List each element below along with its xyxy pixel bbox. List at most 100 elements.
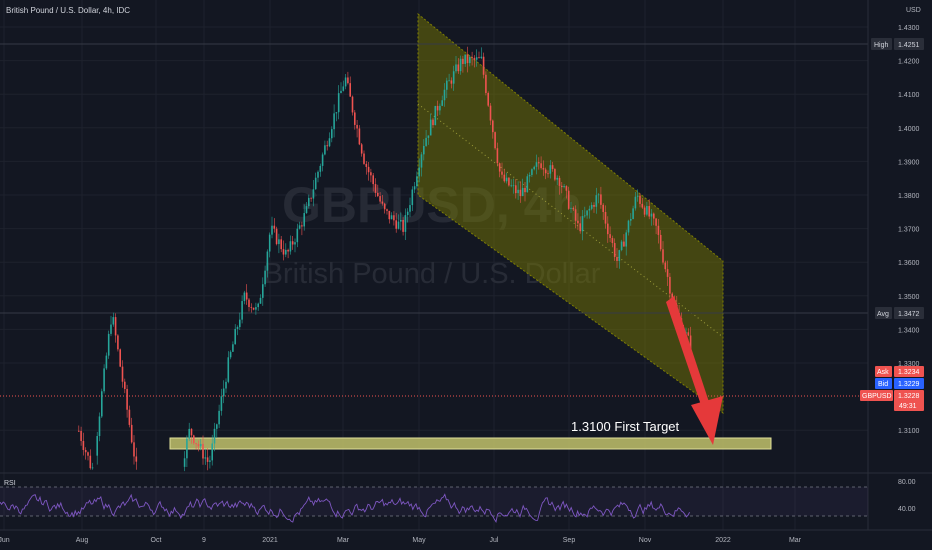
candle-217 xyxy=(577,213,579,230)
candle-239 xyxy=(627,219,630,236)
candle-224 xyxy=(593,202,595,213)
symbol-badge-label: GBPUSD xyxy=(862,393,892,400)
candle-99 xyxy=(305,201,308,214)
candle-250 xyxy=(653,212,655,226)
candle-5 xyxy=(89,449,92,470)
rsi-tick-40: 40.00 xyxy=(898,506,916,513)
avg-badge-value: 1.3472 xyxy=(898,311,920,318)
candle-134 xyxy=(386,208,388,215)
candle-64 xyxy=(225,378,227,393)
candle-194 xyxy=(524,181,526,202)
candle-140 xyxy=(400,212,402,231)
candle-161 xyxy=(448,73,450,82)
candle-236 xyxy=(620,239,623,252)
candle-213 xyxy=(567,186,570,210)
candle-55 xyxy=(204,448,207,465)
candle-172 xyxy=(473,55,476,68)
candle-53 xyxy=(199,438,202,451)
candle-49 xyxy=(190,428,193,444)
candle-50 xyxy=(193,434,195,445)
candle-152 xyxy=(427,135,430,145)
candle-201 xyxy=(540,156,542,170)
candle-163 xyxy=(452,65,455,91)
candle-77 xyxy=(255,302,257,315)
candle-173 xyxy=(475,49,478,67)
candle-137 xyxy=(393,211,395,226)
candle-167 xyxy=(462,55,464,73)
high-badge-value: 1.4251 xyxy=(898,42,920,49)
candle-255 xyxy=(664,260,667,273)
candle-123 xyxy=(360,142,363,157)
candle-108 xyxy=(326,140,328,151)
candle-100 xyxy=(308,194,310,209)
candle-62 xyxy=(220,388,223,416)
price-tick-0: 1.4300 xyxy=(898,25,920,32)
candle-156 xyxy=(436,100,439,117)
candle-265 xyxy=(687,328,690,337)
candle-15 xyxy=(112,312,115,327)
candle-89 xyxy=(282,240,285,261)
candle-141 xyxy=(402,217,404,236)
candle-231 xyxy=(609,226,611,242)
target-zone[interactable] xyxy=(169,437,772,450)
candle-24 xyxy=(133,435,135,465)
candle-113 xyxy=(337,85,340,120)
candle-57 xyxy=(209,455,211,469)
candle-93 xyxy=(291,236,294,250)
candle-95 xyxy=(296,223,299,248)
symbol-badge: GBPUSD 1.3228 49:31 xyxy=(860,390,924,411)
candle-181 xyxy=(494,131,496,150)
candle-179 xyxy=(489,103,492,126)
candle-98 xyxy=(303,204,305,231)
candle-154 xyxy=(432,117,434,128)
candle-111 xyxy=(333,104,335,138)
candle-190 xyxy=(515,179,517,199)
candle-54 xyxy=(202,435,204,465)
candle-168 xyxy=(464,54,466,67)
candle-135 xyxy=(388,210,391,224)
candle-246 xyxy=(643,205,646,218)
candlestick-series xyxy=(78,46,692,472)
candle-110 xyxy=(331,126,333,143)
candle-52 xyxy=(197,440,200,452)
candle-128 xyxy=(372,172,374,192)
candle-233 xyxy=(613,238,616,261)
candle-75 xyxy=(250,303,253,313)
candle-225 xyxy=(595,187,598,214)
candle-238 xyxy=(625,229,627,256)
candle-112 xyxy=(335,112,338,122)
candle-88 xyxy=(280,236,282,253)
candle-65 xyxy=(227,351,230,384)
candle-87 xyxy=(278,233,280,254)
candle-80 xyxy=(262,277,264,306)
currency-label: USD xyxy=(906,7,921,14)
candle-71 xyxy=(241,295,243,324)
candle-214 xyxy=(570,201,572,213)
candle-182 xyxy=(496,142,499,167)
candle-174 xyxy=(478,51,480,59)
candle-97 xyxy=(301,221,303,236)
time-axis: Jun Aug Oct 9 2021 Mar May Jul Sep Nov 2022 Mar xyxy=(0,537,802,544)
candle-136 xyxy=(390,212,393,220)
candle-219 xyxy=(581,210,584,241)
time-label-0: Jun xyxy=(0,537,10,544)
candle-175 xyxy=(480,47,483,60)
candle-51 xyxy=(195,442,197,450)
ask-badge-label: Ask xyxy=(877,369,889,376)
avg-badge: Avg 1.3472 xyxy=(875,307,924,319)
candle-17 xyxy=(117,334,119,352)
candle-183 xyxy=(498,162,501,178)
candle-109 xyxy=(328,132,331,148)
projection-arrow[interactable] xyxy=(666,296,723,445)
candle-102 xyxy=(312,180,315,207)
candle-243 xyxy=(636,189,639,202)
candle-105 xyxy=(319,163,322,177)
candle-192 xyxy=(519,181,522,203)
price-tick-6: 1.3700 xyxy=(898,227,920,234)
candle-221 xyxy=(586,210,588,219)
candle-126 xyxy=(367,162,370,181)
candle-237 xyxy=(623,234,625,247)
time-label-9: Nov xyxy=(639,537,652,544)
candle-184 xyxy=(501,162,503,179)
